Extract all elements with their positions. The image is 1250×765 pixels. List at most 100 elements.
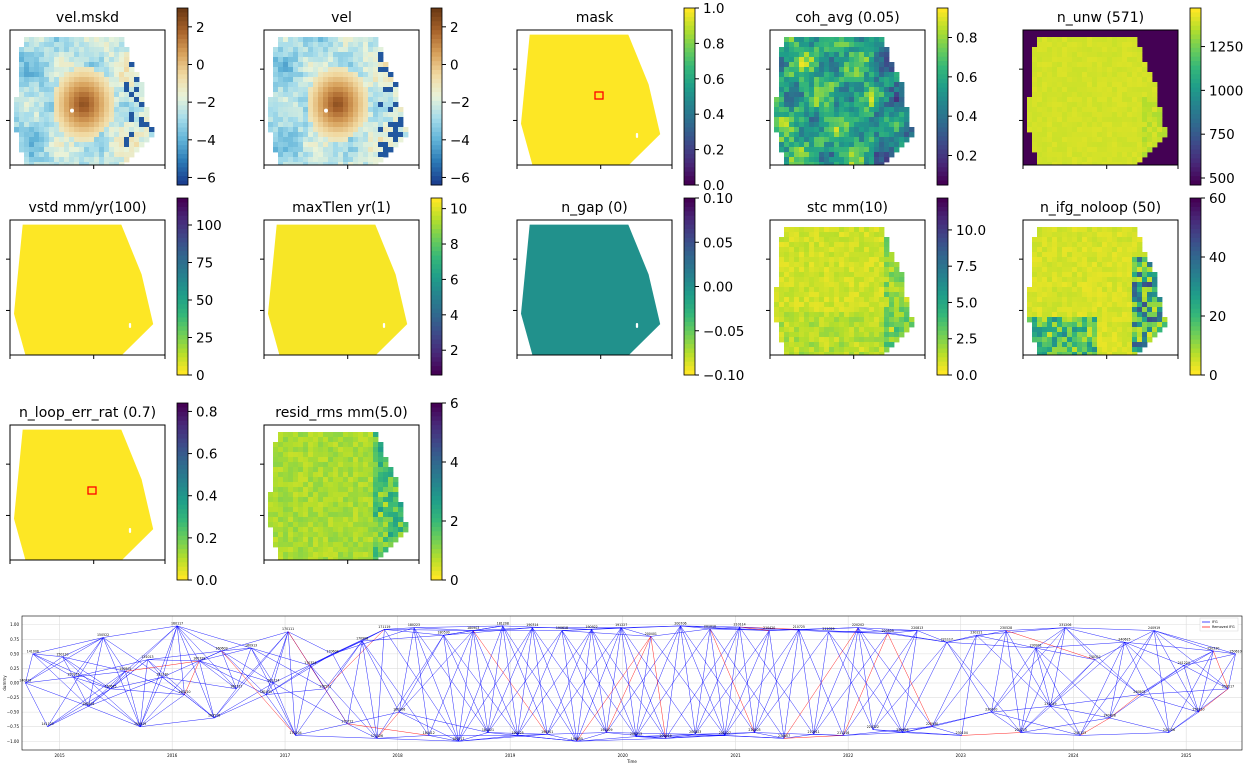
ifg-line	[199, 650, 222, 662]
colorbar-tick-label: 1000	[1209, 83, 1243, 99]
panel-coh_avg: coh_avg (0.05) 0.8 0.6 0.4 0.2	[766, 7, 977, 186]
ifg-line	[25, 682, 89, 707]
ifg-line	[110, 625, 178, 690]
ifg-line	[961, 635, 977, 736]
ifg-line	[828, 631, 903, 733]
ifg-line	[591, 629, 637, 737]
network-grid	[22, 616, 1242, 750]
epoch-label: 180530	[437, 631, 449, 635]
colorbar-tick-label: 0.6	[956, 70, 977, 86]
ifg-line	[213, 688, 237, 719]
epoch-label: 151130	[156, 673, 168, 677]
ifg-line	[887, 630, 918, 634]
ifg-line	[251, 647, 326, 690]
ifg-line	[236, 631, 289, 689]
panel-frame	[516, 219, 673, 356]
panel-image	[774, 227, 915, 355]
ifg-line	[199, 660, 274, 684]
epoch-label: 160516	[208, 713, 220, 717]
ifg-line	[140, 717, 215, 727]
ifg-line	[73, 677, 89, 707]
ifg-line	[265, 631, 289, 695]
ifg-line	[265, 653, 333, 695]
ifg-line	[413, 625, 503, 628]
colorbar-tick-label: 25	[196, 331, 213, 347]
colorbar-tick-label: 0.10	[703, 191, 733, 207]
ifg-line	[1153, 630, 1170, 733]
ifg-line	[1050, 642, 1125, 707]
panel-title: n_gap (0)	[561, 200, 628, 216]
ifg-line	[273, 653, 333, 684]
ifg-line	[25, 656, 63, 684]
epoch-label: 181208	[497, 621, 509, 625]
x-tick-label: 2021	[731, 753, 742, 758]
colorbar-tick-label: 0.6	[196, 447, 217, 463]
ifg-line	[32, 653, 89, 707]
ifg-line	[991, 711, 1081, 736]
colorbar-tick-label: 0.2	[196, 531, 217, 547]
ifg-line	[176, 625, 185, 695]
ifg-line	[931, 635, 977, 727]
ifg-line	[1020, 732, 1081, 736]
ifg-line	[517, 627, 533, 736]
ifg-line	[635, 636, 652, 737]
epoch-label: 231206	[1059, 623, 1071, 627]
heatmap-panels: vel.mskd20−2−4−6vel20−2−4−6mask1.00.80.6…	[6, 1, 1243, 589]
ifg-line	[1094, 630, 1155, 660]
legend-label: IFG	[1212, 620, 1218, 624]
panel-frame	[1022, 29, 1179, 166]
epoch-label: 240123	[1074, 731, 1086, 735]
ifg-line	[250, 647, 274, 684]
panel-mask: mask 1.0 0.8 0.6 0.4 0.2 0.0	[513, 1, 724, 194]
ifg-line	[1154, 630, 1236, 655]
epoch-label: 250330	[1207, 646, 1219, 650]
x-tick-label: 2020	[618, 753, 629, 758]
panel-resid_rms: resid_rms mm(5.0) 6 4 2 0	[260, 396, 459, 589]
ifg-line	[110, 659, 148, 690]
ifg-line	[288, 631, 333, 655]
epoch-label: 200213	[630, 732, 642, 736]
ifg-line	[1035, 647, 1081, 736]
epoch-label: 220930	[926, 722, 938, 726]
colorbar-tick-label: 0.0	[196, 573, 217, 589]
ifg-line	[902, 642, 948, 733]
panel-frame	[263, 219, 420, 356]
ifg-line	[428, 630, 474, 736]
colorbar-tick-label: 0.4	[703, 107, 724, 123]
panel-image	[521, 224, 661, 355]
y-tick-label: −0.75	[7, 724, 20, 729]
ifg-line	[458, 625, 504, 742]
panel-image	[268, 432, 409, 560]
panel-title: mask	[576, 10, 615, 26]
ifg-line	[428, 735, 459, 742]
ifg-line	[902, 630, 918, 733]
ifg-line	[902, 732, 962, 736]
colorbar-tick-label: 6	[450, 272, 459, 288]
epoch-label: 220509	[882, 629, 894, 633]
ifg-line	[295, 735, 377, 739]
ifg-line	[125, 671, 185, 695]
y-tick-label: −0.25	[7, 695, 20, 700]
ifg-line	[472, 630, 518, 736]
ifg-line	[561, 630, 607, 733]
panel-image	[14, 429, 154, 560]
colorbar: 0.10 0.05 0.00 −0.05 −0.10	[683, 191, 744, 384]
x-tick-label: 2022	[843, 753, 854, 758]
ifg-line	[1005, 630, 1022, 733]
epoch-label: 210303	[748, 728, 760, 732]
ifg-line	[162, 676, 237, 690]
ifg-line	[88, 706, 141, 727]
panel-title: resid_rms mm(5.0)	[275, 405, 408, 421]
x-axis-label: Time	[626, 759, 637, 764]
ifg-line	[606, 732, 696, 735]
ifg-line	[221, 631, 289, 652]
epoch-label: 220202	[852, 623, 864, 627]
ifg-line	[561, 630, 637, 737]
ifg-line	[443, 635, 489, 733]
removed-ifg-line	[784, 735, 844, 739]
ifg-line	[946, 641, 1036, 649]
ifg-line	[221, 647, 252, 652]
epoch-label: 190805	[571, 737, 583, 741]
epoch-label: 161124	[267, 679, 279, 683]
